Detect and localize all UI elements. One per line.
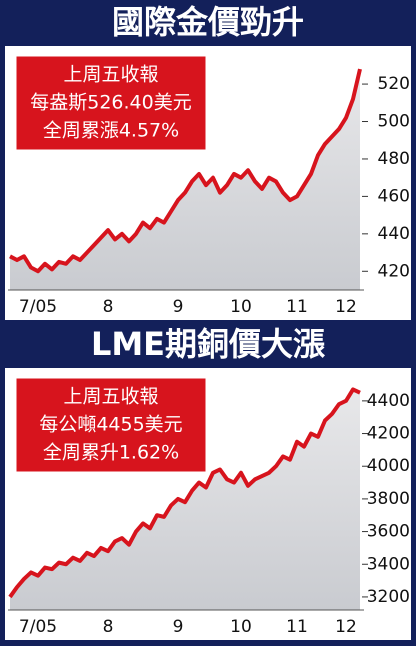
x-tick-label: 12 [335, 297, 357, 317]
x-tick-label: 8 [103, 297, 114, 317]
x-tick-label: 12 [335, 617, 357, 637]
y-tick-label: 440 [378, 224, 410, 244]
annotation: 每盎斯526.40美元 [30, 92, 191, 114]
x-tick-label: 9 [173, 297, 184, 317]
y-tick-label: 480 [378, 149, 410, 169]
annotation-box [15, 55, 207, 151]
annotation-box [15, 377, 207, 473]
x-tick-label: 11 [286, 297, 308, 317]
x-tick-label: 11 [286, 617, 308, 637]
y-tick-label: 460 [378, 186, 410, 206]
annotation: 每公噸4455美元 [39, 414, 182, 436]
y-tick-label: 4200 [367, 424, 410, 444]
annotation: 上周五收報 [63, 386, 158, 408]
x-tick-label: 8 [103, 617, 114, 637]
x-tick-label: 10 [230, 297, 252, 317]
y-tick-label: 4000 [367, 456, 410, 476]
line [8, 387, 361, 599]
y-tick-label: 3200 [367, 587, 410, 607]
x-tick-label: 7/05 [19, 617, 57, 637]
annotation: 全周累升1.62% [43, 442, 179, 464]
y-tick-label: 3600 [367, 522, 410, 542]
x-tick-label: 9 [173, 617, 184, 637]
annotation: 全周累漲4.57% [43, 120, 179, 142]
y-tick-label: 420 [378, 261, 410, 281]
y-tick-label: 500 [378, 112, 410, 132]
x-tick-label: 7/05 [19, 297, 57, 317]
chart-title: LME期銅價大漲 [91, 325, 325, 363]
y-tick-label: 3800 [367, 489, 410, 509]
x-tick-label: 10 [230, 617, 252, 637]
line [9, 68, 362, 274]
y-tick-label: 3400 [367, 554, 410, 574]
y-tick-label: 520 [378, 74, 410, 94]
area [10, 69, 360, 290]
annotation: 上周五收報 [63, 64, 158, 86]
y-tick-label: 4400 [367, 391, 410, 411]
chart-title: 國際金價勁升 [112, 3, 304, 41]
